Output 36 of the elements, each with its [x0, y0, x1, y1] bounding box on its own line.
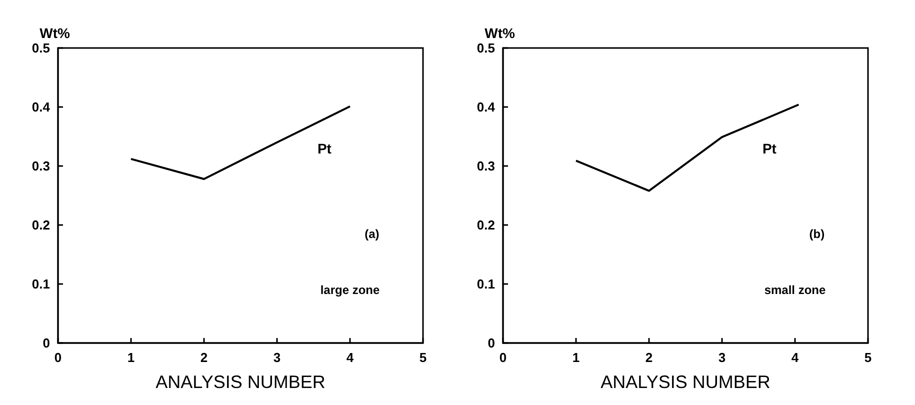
- x-axis-title: ANALYSIS NUMBER: [156, 372, 326, 392]
- y-tick-label: 0: [488, 336, 495, 350]
- annotation: (a): [364, 226, 380, 241]
- x-tick-label: 4: [346, 350, 354, 365]
- line-series: [575, 104, 800, 192]
- x-tick-label: 3: [718, 350, 726, 365]
- x-tick-label: 5: [419, 350, 427, 365]
- x-tick-label: 5: [864, 350, 872, 365]
- y-tick-label: 0.1: [32, 276, 50, 292]
- x-tick-label: 2: [200, 350, 208, 365]
- y-axis-title: Wt%: [484, 25, 516, 41]
- x-tick-label: 0: [499, 350, 507, 365]
- y-tick-label: 0.1: [476, 276, 495, 292]
- x-tick-label: 1: [572, 350, 580, 365]
- annotation: Pt: [317, 140, 332, 156]
- x-tick-label: 2: [645, 350, 653, 365]
- y-tick-label: 0.4: [476, 100, 496, 114]
- x-axis-title: ANALYSIS NUMBER: [600, 372, 770, 392]
- y-tick-label: 0.4: [32, 100, 51, 114]
- y-tick-label: 0.2: [476, 218, 495, 232]
- annotation: large zone: [320, 282, 380, 297]
- x-tick-label: 3: [273, 350, 281, 365]
- y-tick-label: 0.2: [32, 218, 50, 232]
- x-tick-label: 0: [54, 350, 62, 365]
- y-tick-label: 0.5: [32, 40, 50, 56]
- annotation: (b): [809, 226, 825, 241]
- y-axis-title: Wt%: [40, 25, 71, 41]
- x-tick-label: 1: [127, 350, 135, 365]
- y-tick-label: 0.3: [476, 158, 495, 174]
- x-tick-label: 4: [791, 350, 800, 365]
- line-series: [130, 105, 351, 180]
- annotation: Pt: [762, 140, 777, 156]
- y-tick-label: 0.5: [476, 40, 495, 56]
- y-tick-label: 0: [42, 336, 50, 350]
- annotation: small zone: [764, 282, 826, 297]
- y-tick-label: 0.3: [32, 158, 50, 174]
